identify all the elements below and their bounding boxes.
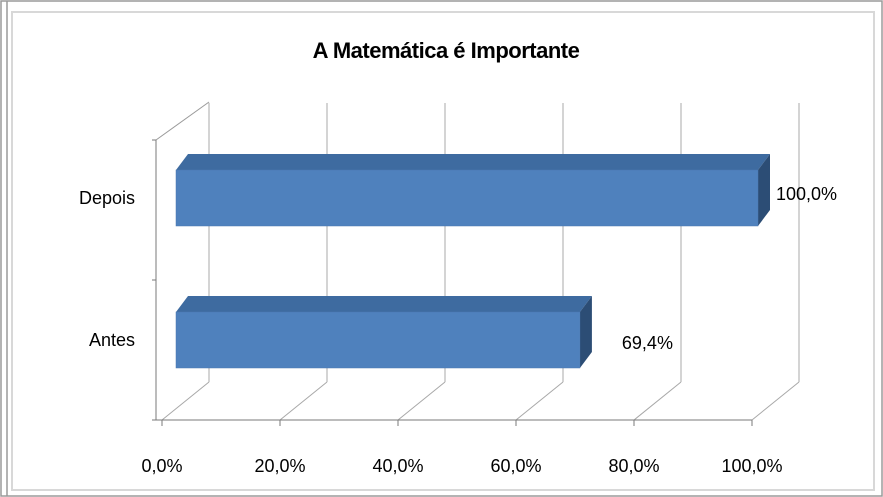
x-tick-label: 60,0% — [490, 456, 541, 476]
gridline-floor — [751, 381, 800, 421]
gridline-floor — [279, 381, 328, 421]
x-tick-label: 100,0% — [721, 456, 782, 476]
bar — [175, 311, 581, 369]
bar-side-face — [758, 154, 770, 226]
data-label: 100,0% — [776, 184, 837, 204]
gridline-floor — [397, 381, 446, 421]
bar-top-face — [176, 154, 770, 170]
category-label: Depois — [79, 188, 135, 208]
x-tick-label: 20,0% — [254, 456, 305, 476]
inner-border — [11, 11, 875, 491]
bar-side-face — [579, 296, 592, 368]
bar — [175, 169, 759, 227]
data-label: 69,4% — [622, 333, 673, 353]
bars-layer — [175, 154, 770, 369]
x-tick-label: 40,0% — [372, 456, 423, 476]
chart-title: A Matemática é Importante — [313, 38, 580, 63]
gridline-floor — [633, 381, 682, 421]
gridline-floor — [161, 381, 210, 421]
bar-top-face — [176, 296, 592, 312]
gridline-floor — [515, 381, 564, 421]
left-wall-top-edge — [155, 101, 210, 141]
x-tick-label: 0,0% — [141, 456, 182, 476]
x-tick-label: 80,0% — [608, 456, 659, 476]
labels-layer: 0,0% 20,0% 40,0% 60,0% 80,0% 100,0% Antes 69,4%… — [79, 184, 837, 476]
category-label: Antes — [89, 330, 135, 350]
